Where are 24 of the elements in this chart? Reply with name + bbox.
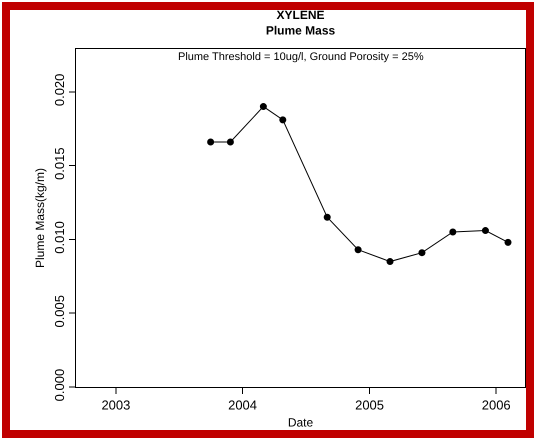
point — [418, 249, 426, 256]
point — [386, 258, 394, 266]
y-tick-label: 0.000 — [52, 368, 67, 402]
point — [504, 238, 512, 246]
point — [482, 227, 489, 234]
point — [260, 103, 267, 110]
point — [354, 246, 362, 254]
point — [449, 228, 456, 236]
point — [226, 138, 234, 146]
x-tick-label: 2005 — [355, 398, 384, 413]
y-tick-label: 0.005 — [52, 294, 67, 328]
y-tick-label: 0.020 — [52, 74, 67, 106]
chart-subtitle: Plume Threshold = 10ug/l, Ground Porosity = 25% — [178, 51, 424, 63]
y-tick-label: 0.015 — [52, 147, 67, 180]
x-tick-label: 2003 — [101, 398, 130, 413]
y-tick-label: 0.010 — [52, 221, 67, 254]
point — [324, 214, 331, 221]
x-tick-label: 2004 — [228, 398, 258, 413]
point — [279, 116, 286, 124]
y-axis-title: Plume Mass(kg/m) — [33, 168, 48, 268]
x-tick-label: 2006 — [482, 398, 511, 413]
point — [207, 138, 214, 146]
chart-title: XYLENE Plume Mass — [266, 8, 336, 38]
x-axis-title: Date — [288, 416, 314, 430]
